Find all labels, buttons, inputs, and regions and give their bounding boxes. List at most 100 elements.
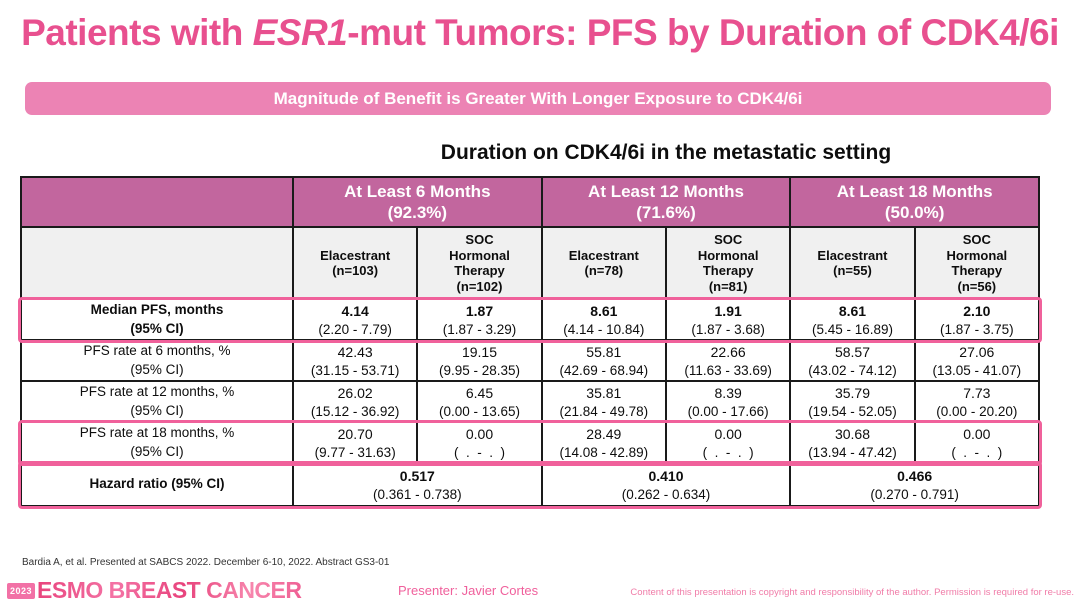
metric-value: 0.410: [648, 467, 684, 484]
value-cell: 27.06 (13.05 - 41.07): [913, 339, 1041, 382]
metric-ci: (0.262 - 0.634): [621, 486, 711, 502]
metric-value: 27.06: [959, 343, 995, 360]
value-cell: 42.43 (31.15 - 53.71): [291, 339, 419, 382]
value-cell: 35.81 (21.84 - 49.78): [540, 380, 667, 423]
metric-value: 0.517: [399, 467, 435, 484]
arm-header-cell: SOC Hormonal Therapy (n=56): [913, 226, 1041, 300]
blank-label-cell: [20, 226, 294, 300]
copyright-notice: Content of this presentation is copyrigh…: [630, 587, 1074, 598]
value-cell: 30.68 (13.94 - 47.42): [789, 421, 916, 464]
title-part2: -mut Tumors: PFS by Duration of CDK4/6i: [347, 12, 1059, 53]
metric-ci: ( . - . ): [702, 444, 754, 460]
metric-ci: (1.87 - 3.29): [442, 321, 517, 337]
esmo-logo: 2023 ESMO BREAST CANCER: [7, 577, 302, 604]
logo-text: ESMO BREAST CANCER: [37, 577, 302, 603]
value-cell: 26.02 (15.12 - 36.92): [291, 380, 419, 423]
slide-title: Patients with ESR1-mut Tumors: PFS by Du…: [0, 12, 1080, 54]
metric-value: 7.73: [963, 384, 991, 401]
arm-header-cell: SOC Hormonal Therapy (n=102): [416, 226, 543, 300]
metric-ci: (0.270 - 0.791): [870, 486, 959, 502]
value-cell: 8.61 (4.14 - 10.84): [540, 298, 667, 341]
metric-value: 22.66: [710, 343, 746, 360]
metric-value: 20.70: [337, 425, 373, 442]
metric-ci: (21.84 - 49.78): [559, 403, 649, 419]
benefit-banner: Magnitude of Benefit is Greater With Lon…: [25, 82, 1051, 115]
metric-ci: (5.45 - 16.89): [811, 321, 893, 337]
metric-value: 58.57: [834, 343, 870, 360]
metric-value: 4.14: [341, 302, 369, 319]
metric-value: 55.81: [586, 343, 622, 360]
value-cell: 55.81 (42.69 - 68.94): [540, 339, 667, 382]
hazard-ratio-row: Hazard ratio (95% CI) 0.517 (0.361 - 0.73…: [20, 462, 1040, 507]
value-cell: 58.57 (43.02 - 74.12): [789, 339, 916, 382]
metric-value: 1.91: [714, 302, 742, 319]
metric-ci: (43.02 - 74.12): [808, 362, 897, 378]
metric-ci: (13.05 - 41.07): [932, 362, 1022, 378]
pfs-rate-18mo-row: PFS rate at 18 months, % (95% CI) 20.70 (…: [20, 421, 1041, 464]
pfs-table-wrap: At Least 6 Months (92.3%) At Least 12 Mo…: [18, 176, 1042, 509]
value-cell: 4.14 (2.20 - 7.79): [291, 298, 419, 341]
metric-ci: (4.14 - 10.84): [563, 321, 645, 337]
metric-value: 2.10: [963, 302, 991, 319]
metric-ci: (19.54 - 52.05): [808, 403, 897, 419]
value-cell: 0.466 (0.270 - 0.791): [789, 462, 1040, 507]
corner-cell: [20, 176, 294, 228]
metric-value: 8.61: [590, 302, 618, 319]
metric-value: 0.00: [714, 425, 742, 442]
group-header-6mo: At Least 6 Months (92.3%): [292, 176, 543, 228]
arm-header-cell: Elacestrant (n=103): [291, 226, 419, 300]
metric-value: 0.466: [897, 467, 933, 484]
row-label: Hazard ratio (95% CI): [20, 462, 294, 507]
metric-ci: (14.08 - 42.89): [559, 444, 649, 460]
title-part1: Patients with: [21, 12, 253, 53]
metric-ci: (0.00 - 13.65): [438, 403, 521, 419]
group-header-18mo: At Least 18 Months (50.0%): [789, 176, 1040, 228]
footer-citation: Bardia A, et al. Presented at SABCS 2022…: [22, 557, 390, 568]
value-cell: 0.00 ( . - . ): [664, 421, 792, 464]
metric-value: 35.81: [586, 384, 622, 401]
metric-value: 8.39: [714, 384, 742, 401]
metric-ci: (31.15 - 53.71): [310, 362, 400, 378]
value-cell: 0.00 ( . - . ): [416, 421, 543, 464]
value-cell: 22.66 (11.63 - 33.69): [664, 339, 792, 382]
row-label: PFS rate at 18 months, % (95% CI): [20, 421, 294, 464]
metric-value: 35.79: [834, 384, 870, 401]
value-cell: 28.49 (14.08 - 42.89): [540, 421, 667, 464]
pfs-rate-12mo-row: PFS rate at 12 months, % (95% CI) 26.02 (…: [20, 380, 1041, 423]
title-esr1-italic: ESR1: [252, 12, 348, 53]
group-header-row: At Least 6 Months (92.3%) At Least 12 Mo…: [20, 176, 1040, 228]
pfs-rate-6mo-row: PFS rate at 6 months, % (95% CI) 42.43 (3…: [20, 339, 1041, 382]
row-label: Median PFS, months (95% CI): [20, 298, 294, 341]
table-caption: Duration on CDK4/6i in the metastatic se…: [440, 141, 892, 164]
metric-ci: ( . - . ): [951, 444, 1003, 460]
metric-value: 26.02: [337, 384, 373, 401]
metric-ci: ( . - . ): [453, 444, 505, 460]
value-cell: 0.517 (0.361 - 0.738): [292, 462, 543, 507]
group-header-12mo: At Least 12 Months (71.6%): [540, 176, 792, 228]
metric-value: 0.00: [963, 425, 991, 442]
value-cell: 8.39 (0.00 - 17.66): [664, 380, 792, 423]
metric-ci: (42.69 - 68.94): [559, 362, 649, 378]
presenter-credit: Presenter: Javier Cortes: [398, 583, 539, 598]
arm-header-cell: Elacestrant (n=78): [540, 226, 667, 300]
metric-ci: (11.63 - 33.69): [684, 362, 772, 378]
value-cell: 1.91 (1.87 - 3.68): [664, 298, 792, 341]
metric-ci: (9.77 - 31.63): [314, 444, 396, 460]
metric-value: 28.49: [586, 425, 622, 442]
metric-value: 6.45: [465, 384, 494, 401]
metric-value: 8.61: [838, 302, 867, 319]
metric-ci: (0.00 - 17.66): [687, 403, 769, 419]
metric-ci: (13.94 - 47.42): [808, 444, 897, 460]
metric-ci: (0.00 - 20.20): [936, 403, 1018, 419]
arm-header-cell: SOC Hormonal Therapy (n=81): [664, 226, 792, 300]
arm-header-row: Elacestrant (n=103) SOC Hormonal Therapy…: [20, 226, 1041, 300]
arm-header-cell: Elacestrant (n=55): [789, 226, 916, 300]
value-cell: 7.73 (0.00 - 20.20): [913, 380, 1041, 423]
row-label: PFS rate at 12 months, % (95% CI): [20, 380, 294, 423]
value-cell: 1.87 (1.87 - 3.29): [416, 298, 543, 341]
pfs-table: At Least 6 Months (92.3%) At Least 12 Mo…: [20, 176, 1041, 507]
metric-ci: (1.87 - 3.68): [691, 321, 765, 337]
logo-year-badge: 2023: [7, 582, 36, 599]
metric-value: 0.00: [465, 425, 494, 442]
